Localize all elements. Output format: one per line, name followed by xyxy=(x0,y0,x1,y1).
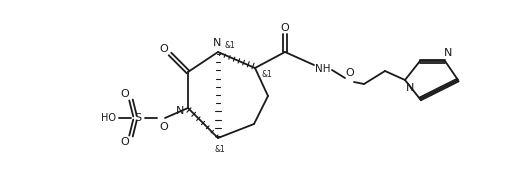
Text: HO: HO xyxy=(102,113,117,123)
Text: N: N xyxy=(176,106,184,116)
Text: O: O xyxy=(159,44,168,54)
Text: N: N xyxy=(444,48,452,58)
Text: NH: NH xyxy=(315,64,331,74)
Text: &1: &1 xyxy=(224,41,235,50)
Text: &1: &1 xyxy=(262,70,272,79)
Text: N: N xyxy=(213,38,221,48)
Text: S: S xyxy=(135,113,141,123)
Text: N: N xyxy=(406,83,414,93)
Text: O: O xyxy=(121,89,130,99)
Text: O: O xyxy=(281,23,289,33)
Text: O: O xyxy=(121,137,130,147)
Text: O: O xyxy=(346,68,354,78)
Text: &1: &1 xyxy=(215,145,225,154)
Text: O: O xyxy=(159,122,168,132)
